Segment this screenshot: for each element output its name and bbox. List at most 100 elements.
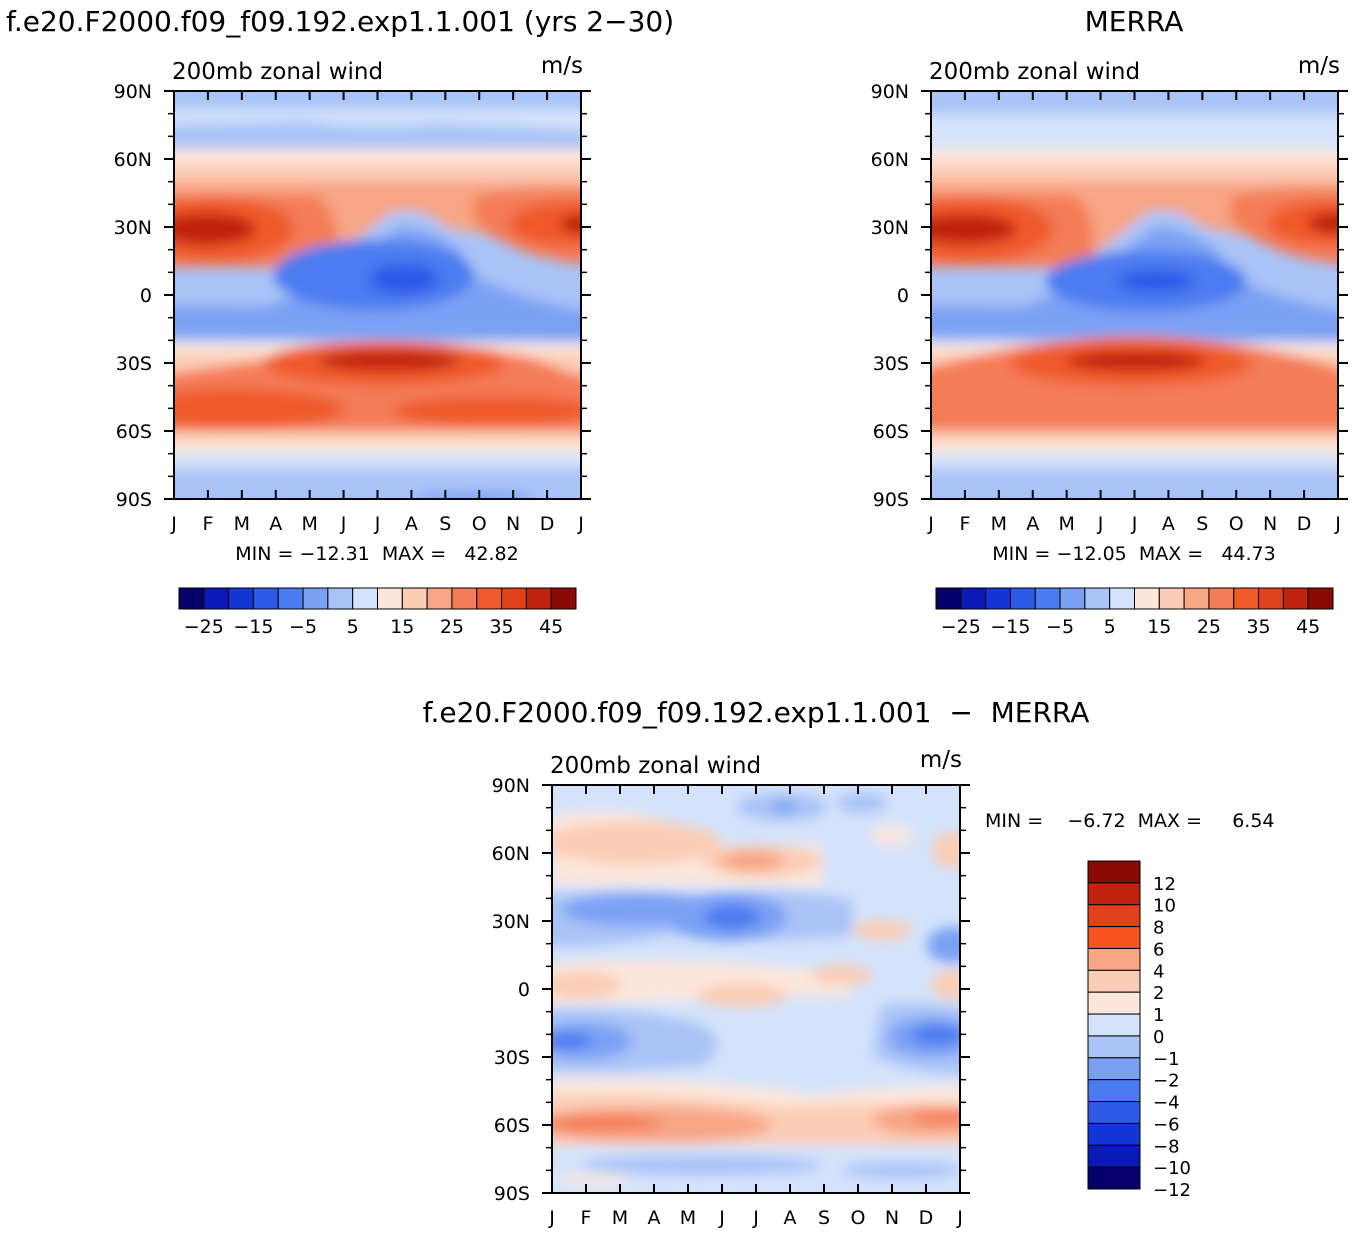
- colorbar-label: 0: [1153, 1027, 1164, 1048]
- y-tick-label: 60N: [114, 149, 152, 171]
- panel-difference-title: f.e20.F2000.f09_f09.192.exp1.1.001 − MER…: [423, 696, 1090, 729]
- panel-merra: MERRA 200mb zonal wind m/s: [871, 5, 1348, 638]
- x-tick-label: M: [234, 513, 250, 535]
- colorbar-swatch: [1258, 587, 1284, 610]
- colorbar-swatch: [252, 587, 279, 610]
- y-tick-label: 60N: [871, 149, 909, 171]
- y-tick-label: 0: [140, 285, 152, 307]
- y-tick-label: 0: [518, 979, 530, 1001]
- y-tick-label: 90N: [114, 81, 152, 103]
- colorbar-label: 10: [1153, 896, 1176, 917]
- panel-model-contours: [174, 91, 581, 499]
- colorbar-swatch: [1087, 1101, 1141, 1124]
- colorbar-label: 15: [1147, 616, 1171, 638]
- x-tick-label: J: [752, 1207, 759, 1229]
- x-tick-label: N: [506, 513, 520, 535]
- x-tick-label: D: [919, 1207, 934, 1229]
- x-tick-label: J: [374, 513, 381, 535]
- colorbar-swatch: [1087, 969, 1141, 993]
- colorbar-swatch: [1087, 1013, 1141, 1037]
- x-tick-label: A: [405, 513, 418, 535]
- panel-merra-field-label: 200mb zonal wind: [929, 59, 1140, 85]
- y-tick-label: 30N: [871, 217, 909, 239]
- y-tick-label: 90N: [871, 81, 909, 103]
- x-tick-label: N: [1263, 513, 1277, 535]
- colorbar-label: −15: [233, 616, 273, 638]
- colorbar-swatch: [1087, 947, 1141, 971]
- colorbar-label: 35: [489, 616, 513, 638]
- colorbar-label: 1: [1153, 1005, 1164, 1026]
- colorbar-label: 25: [1197, 616, 1221, 638]
- colorbar-swatch: [1034, 587, 1061, 610]
- colorbar-swatch: [1087, 1144, 1141, 1168]
- x-tick-label: S: [1196, 513, 1208, 535]
- x-tick-label: J: [1334, 513, 1341, 535]
- x-tick-label: J: [577, 513, 584, 535]
- colorbar-swatch: [1087, 1057, 1141, 1081]
- colorbar-label: 8: [1153, 918, 1164, 939]
- x-tick-label: D: [540, 513, 555, 535]
- colorbar-label: −4: [1153, 1093, 1180, 1114]
- x-tick-label: A: [784, 1207, 797, 1229]
- colorbar-swatch: [302, 587, 329, 610]
- colorbar-label: −15: [990, 616, 1030, 638]
- colorbar-swatch: [525, 587, 552, 610]
- colorbar-swatch: [985, 587, 1011, 610]
- panel-model-units: m/s: [541, 53, 583, 79]
- x-tick-label: F: [202, 513, 213, 535]
- colorbar-swatch: [1087, 860, 1141, 884]
- y-tick-label: 90S: [494, 1183, 530, 1205]
- colorbar-swatch: [1307, 587, 1334, 610]
- colorbar-label: 25: [440, 616, 464, 638]
- x-tick-label: J: [718, 1207, 725, 1229]
- panel-difference-minmax: MIN = −6.72 MAX = 6.54: [985, 810, 1275, 832]
- panel-difference-field-label: 200mb zonal wind: [550, 753, 761, 779]
- x-tick-label: J: [548, 1207, 555, 1229]
- y-tick-label: 30S: [116, 353, 152, 375]
- colorbar-swatch: [327, 587, 354, 610]
- colorbar-swatch: [1087, 1079, 1141, 1103]
- x-tick-label: A: [648, 1207, 661, 1229]
- y-tick-label: 30N: [492, 911, 530, 933]
- colorbar-swatch: [476, 587, 503, 610]
- colorbar-label: 45: [539, 616, 563, 638]
- panel-difference-contours: [552, 785, 960, 1193]
- colorbar-swatch: [426, 587, 453, 610]
- panel-difference-units: m/s: [920, 747, 962, 773]
- x-tick-label: A: [269, 513, 282, 535]
- colorbar-swatch: [501, 587, 527, 610]
- colorbar-label: 6: [1153, 939, 1164, 960]
- colorbar-swatch: [352, 587, 378, 610]
- x-tick-label: M: [1058, 513, 1074, 535]
- colorbar-swatch: [1084, 587, 1111, 610]
- colorbar-swatch: [1158, 587, 1185, 610]
- colorbar-label: 5: [1104, 616, 1116, 638]
- colorbar-label: −6: [1153, 1114, 1180, 1135]
- x-tick-label: S: [818, 1207, 830, 1229]
- colorbar-label: 35: [1246, 616, 1270, 638]
- colorbar-swatch: [203, 587, 230, 610]
- colorbar-label: −5: [289, 616, 317, 638]
- colorbar-swatch: [1183, 587, 1210, 610]
- panel-merra-minmax: MIN = −12.05 MAX = 44.73: [992, 543, 1275, 565]
- panel-merra-colorbar: −25 −15 −5 5 15 25 35 45: [935, 587, 1334, 638]
- panel-model-title: f.e20.F2000.f09_f09.192.exp1.1.001 (yrs …: [6, 5, 674, 38]
- colorbar-swatch: [377, 587, 403, 610]
- panel-merra-contours: [931, 91, 1338, 499]
- colorbar-swatch: [960, 587, 987, 610]
- x-tick-label: D: [1297, 513, 1312, 535]
- colorbar-label: −1: [1153, 1049, 1180, 1070]
- colorbar-swatch: [1087, 904, 1141, 928]
- colorbar-swatch: [1109, 587, 1135, 610]
- colorbar-swatch: [1233, 587, 1260, 610]
- panel-merra-units: m/s: [1298, 53, 1340, 79]
- x-tick-label: O: [472, 513, 487, 535]
- colorbar-label: 15: [390, 616, 414, 638]
- colorbar-swatch: [1087, 1035, 1141, 1059]
- y-tick-label: 90S: [873, 489, 909, 511]
- colorbar-swatch: [1208, 587, 1235, 610]
